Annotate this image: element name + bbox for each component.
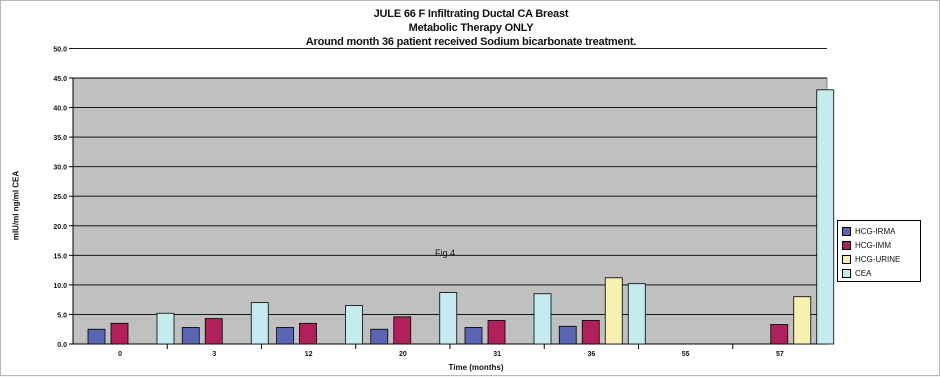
legend-item: HCG-URINE — [842, 252, 916, 266]
x-axis-label: Time (months) — [448, 363, 504, 372]
bar-hcg-irma — [558, 325, 577, 345]
legend-swatch — [842, 240, 851, 250]
bar-cea — [533, 293, 552, 345]
y-tick-label: 5.0 — [57, 312, 67, 319]
legend-item: HCG-IMM — [842, 238, 916, 252]
bar-hcg-urine — [604, 277, 623, 345]
bar-hcg-irma — [464, 327, 483, 345]
legend-label: HCG-IRMA — [855, 226, 896, 236]
bar-hcg-imm — [299, 322, 317, 345]
bar-hcg-irma — [181, 327, 200, 345]
legend-swatch — [842, 254, 851, 264]
y-tick-label: 10.0 — [53, 283, 67, 290]
bar-hcg-imm — [110, 322, 129, 345]
y-tick-label: 20.0 — [53, 224, 67, 231]
x-tick-label: 0 — [118, 351, 122, 358]
bar-hcg-irma — [87, 328, 106, 345]
bar-hcg-urine — [793, 296, 812, 345]
legend-swatch — [842, 226, 851, 236]
chart-subtitle: Metabolic Therapy ONLY — [408, 22, 534, 34]
x-tick-label: 12 — [305, 351, 313, 358]
x-tick-label: 55 — [682, 351, 690, 358]
x-tick-label: 36 — [587, 351, 595, 358]
chart-subtitle-2: Around month 36 patient received Sodium … — [305, 36, 637, 48]
y-tick-label: 40.0 — [53, 106, 67, 113]
bar-cea — [345, 305, 363, 345]
x-tick-label: 57 — [776, 351, 784, 358]
y-tick-label: 0.0 — [57, 342, 67, 349]
y-tick-label: 45.0 — [53, 76, 67, 83]
y-tick-label: 15.0 — [53, 253, 67, 260]
bar-cea — [439, 292, 458, 345]
y-tick-label: 35.0 — [53, 135, 67, 142]
legend-item: HCG-IRMA — [842, 224, 916, 238]
y-tick-label: 30.0 — [53, 165, 67, 172]
bar-hcg-imm — [581, 319, 600, 345]
bar-cea — [816, 89, 835, 345]
bar-cea — [627, 283, 646, 345]
y-tick-label: 25.0 — [53, 194, 67, 201]
y-tick-label: 50.0 — [53, 46, 67, 53]
chart-title: JULE 66 F Infiltrating Ductal CA Breast — [373, 8, 569, 20]
x-tick-label: 20 — [399, 351, 407, 358]
bar-cea — [156, 312, 175, 345]
legend-label: HCG-URINE — [855, 254, 901, 264]
bar-hcg-imm — [204, 318, 223, 345]
bar-hcg-imm — [487, 319, 506, 345]
chart-annotation: Fig 4 — [435, 248, 456, 258]
bar-hcg-imm — [770, 324, 789, 345]
y-axis-label: mIU/ml ng/ml CEA — [11, 170, 21, 241]
bar-cea — [250, 302, 269, 345]
bar-hcg-irma — [370, 328, 389, 345]
legend-label: CEA — [855, 268, 872, 278]
chart-legend: HCG-IRMA HCG-IMM HCG-URINE CEA — [837, 220, 921, 282]
legend-swatch — [842, 268, 851, 278]
legend-item: CEA — [842, 266, 916, 280]
x-tick-label: 3 — [212, 351, 216, 358]
bar-hcg-irma — [276, 327, 294, 345]
x-tick-label: 31 — [493, 351, 501, 358]
bar-hcg-imm — [393, 316, 412, 345]
legend-label: HCG-IMM — [855, 240, 891, 250]
